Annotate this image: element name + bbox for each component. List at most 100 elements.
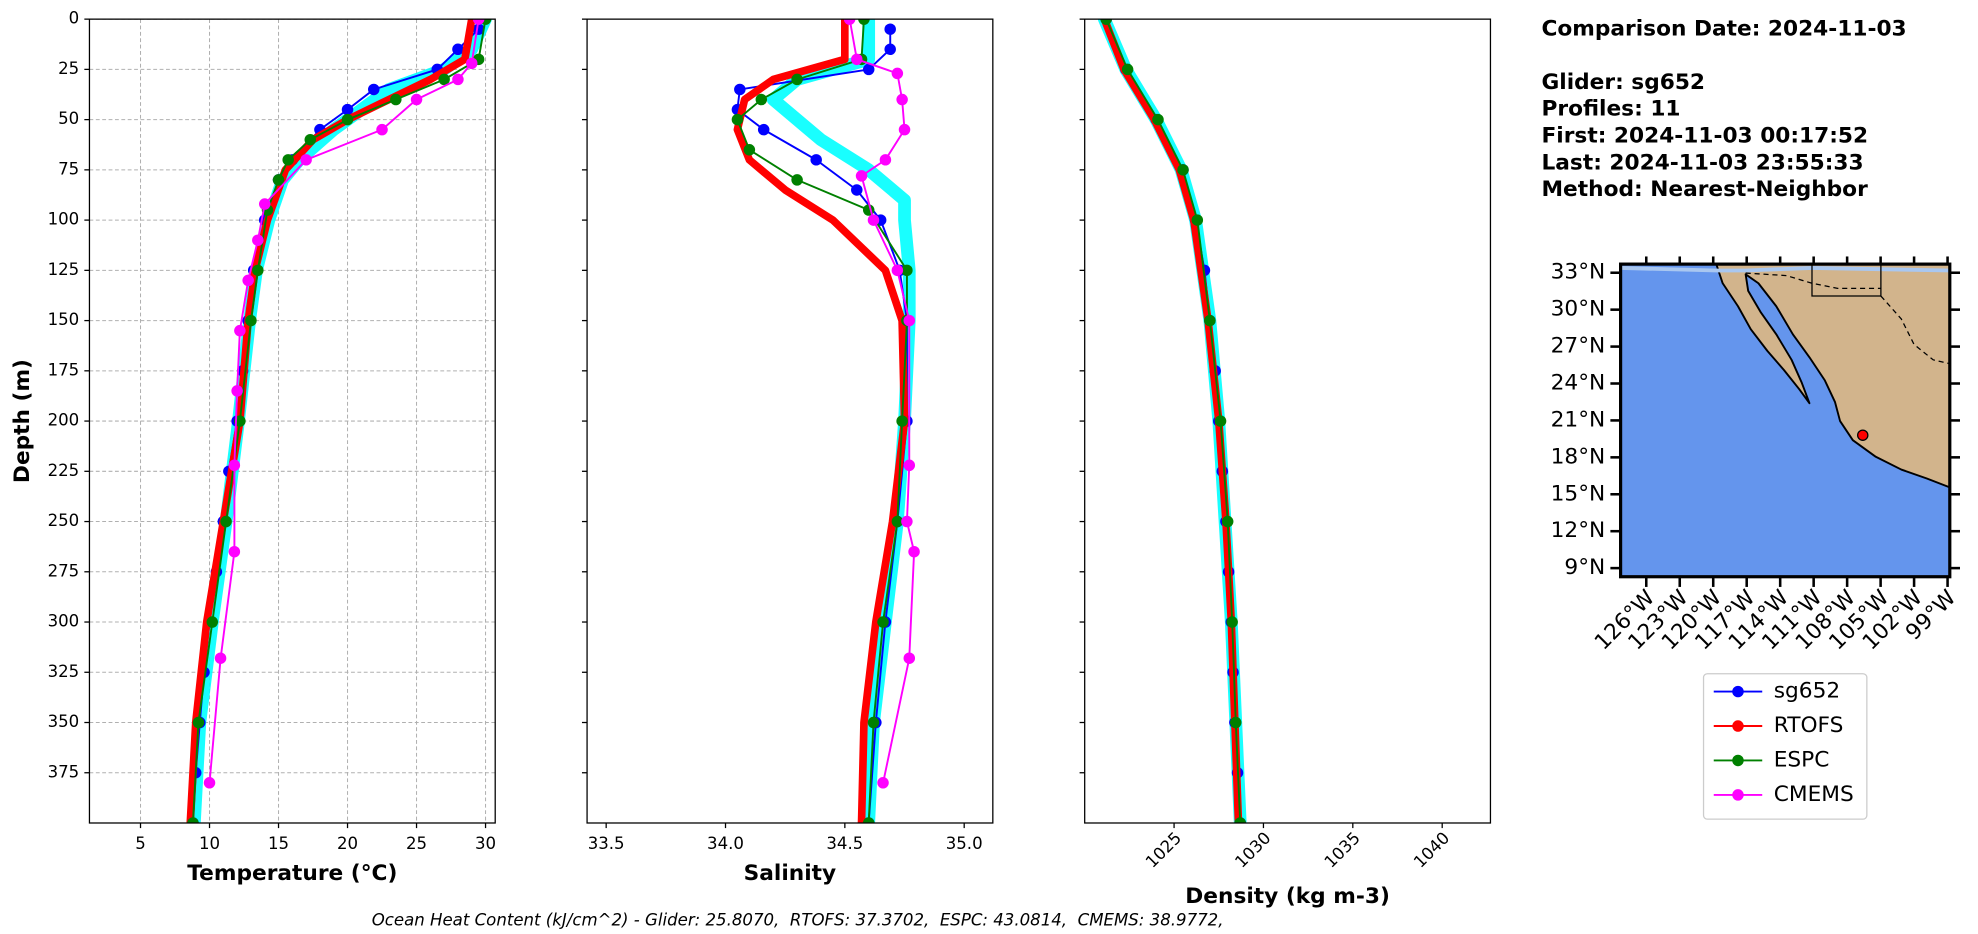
y-tick-label: 33°N xyxy=(1551,260,1606,285)
series-group xyxy=(186,19,492,823)
series-point xyxy=(843,19,856,25)
series-point xyxy=(851,53,863,66)
series-point xyxy=(1191,214,1204,226)
info-line: Profiles: 11 xyxy=(1541,97,1680,122)
x-axis-label: Temperature (°C) xyxy=(187,861,397,886)
series-point xyxy=(203,777,216,789)
x-tick-label: 1040 xyxy=(1410,828,1453,871)
series-point xyxy=(757,123,770,136)
series-point xyxy=(341,103,354,116)
y-tick-label: 0 xyxy=(69,9,80,28)
series-line xyxy=(208,19,480,784)
glider-location xyxy=(1857,429,1869,441)
y-tick-label: 25 xyxy=(58,59,79,78)
series-point xyxy=(791,73,803,86)
series-point xyxy=(851,184,863,196)
y-tick-label: 27°N xyxy=(1551,334,1606,359)
series-point xyxy=(731,113,744,126)
y-tick-label: 75 xyxy=(58,159,79,178)
y-tick-label: 175 xyxy=(48,360,80,379)
y-tick-label: 375 xyxy=(48,762,80,781)
info-line: First: 2024-11-03 00:17:52 xyxy=(1541,124,1868,149)
land xyxy=(1715,263,1951,489)
series-point xyxy=(220,515,232,528)
series-point xyxy=(1226,616,1238,628)
series-point xyxy=(410,93,423,106)
series-point xyxy=(1121,63,1134,76)
series-point xyxy=(466,57,478,70)
series-point xyxy=(252,264,264,277)
series-point xyxy=(896,415,908,427)
series-point xyxy=(452,73,464,86)
series-point xyxy=(206,616,219,628)
y-tick-label: 9°N xyxy=(1564,555,1605,580)
legend-label: RTOFS xyxy=(1774,713,1844,738)
series-point xyxy=(903,314,916,327)
x-tick-label: 25 xyxy=(406,834,427,853)
series-point xyxy=(228,459,241,472)
plot-area xyxy=(731,19,920,823)
plot-area xyxy=(186,19,492,823)
series-point xyxy=(891,264,904,277)
series-point xyxy=(341,113,354,126)
profile-spread xyxy=(766,19,916,823)
y-tick-label: 12°N xyxy=(1551,518,1606,543)
y-tick-label: 300 xyxy=(48,612,80,631)
series-point xyxy=(884,43,896,56)
series-point xyxy=(242,274,254,287)
series-point xyxy=(901,264,913,277)
legend-frame xyxy=(1702,673,1868,820)
series-point xyxy=(862,817,875,823)
series-point xyxy=(891,515,904,528)
series-point xyxy=(1214,415,1227,427)
series-point xyxy=(390,93,402,106)
series-point xyxy=(734,83,746,96)
series-point xyxy=(438,73,450,86)
series-point xyxy=(272,174,285,186)
x-tick-label: 1035 xyxy=(1321,828,1364,871)
legend-marker xyxy=(1732,754,1744,767)
series-line xyxy=(186,19,476,823)
y-tick-label: 275 xyxy=(48,561,80,580)
x-tick-label: 33.5 xyxy=(588,834,625,853)
border xyxy=(1880,295,1950,365)
y-tick-label: 350 xyxy=(48,712,80,731)
footer: Ocean Heat Content (kJ/cm^2) - Glider: 2… xyxy=(372,911,1224,930)
map-base xyxy=(1620,263,1951,577)
series-point xyxy=(1204,314,1216,327)
y-axis-label: Depth (m) xyxy=(10,359,35,483)
series-point xyxy=(304,133,317,146)
series-point xyxy=(258,198,271,210)
series-point xyxy=(903,459,916,472)
x-tick-label: 20 xyxy=(337,834,358,853)
series-point xyxy=(300,154,312,166)
series-point xyxy=(452,43,464,56)
series-point xyxy=(252,234,264,246)
series-point xyxy=(472,19,485,25)
series-point xyxy=(1234,817,1246,823)
series-point xyxy=(858,19,870,25)
info-line: Comparison Date: 2024-11-03 xyxy=(1541,16,1906,41)
series-point xyxy=(231,385,243,397)
x-tick-label: 34.0 xyxy=(707,834,744,853)
y-tick-label: 50 xyxy=(58,109,79,128)
x-axis-label: Salinity xyxy=(744,861,837,886)
axes-frame xyxy=(1084,18,1492,824)
info-line: Last: 2024-11-03 23:55:33 xyxy=(1541,150,1863,175)
series-point xyxy=(282,154,294,166)
series-point xyxy=(903,652,916,664)
series-point xyxy=(896,93,908,106)
series-point xyxy=(214,652,227,664)
series-point xyxy=(898,123,911,136)
y-tick-label: 100 xyxy=(48,210,80,229)
series-point xyxy=(862,63,875,76)
y-tick-label: 225 xyxy=(48,461,80,480)
x-axis-label: Density (kg m-3) xyxy=(1185,884,1390,909)
x-tick-label: 30 xyxy=(475,834,496,853)
series-point xyxy=(879,154,892,166)
series-point xyxy=(743,144,756,156)
series-point xyxy=(1100,19,1112,25)
series-point xyxy=(1229,716,1242,729)
y-tick-label: 325 xyxy=(48,662,80,681)
